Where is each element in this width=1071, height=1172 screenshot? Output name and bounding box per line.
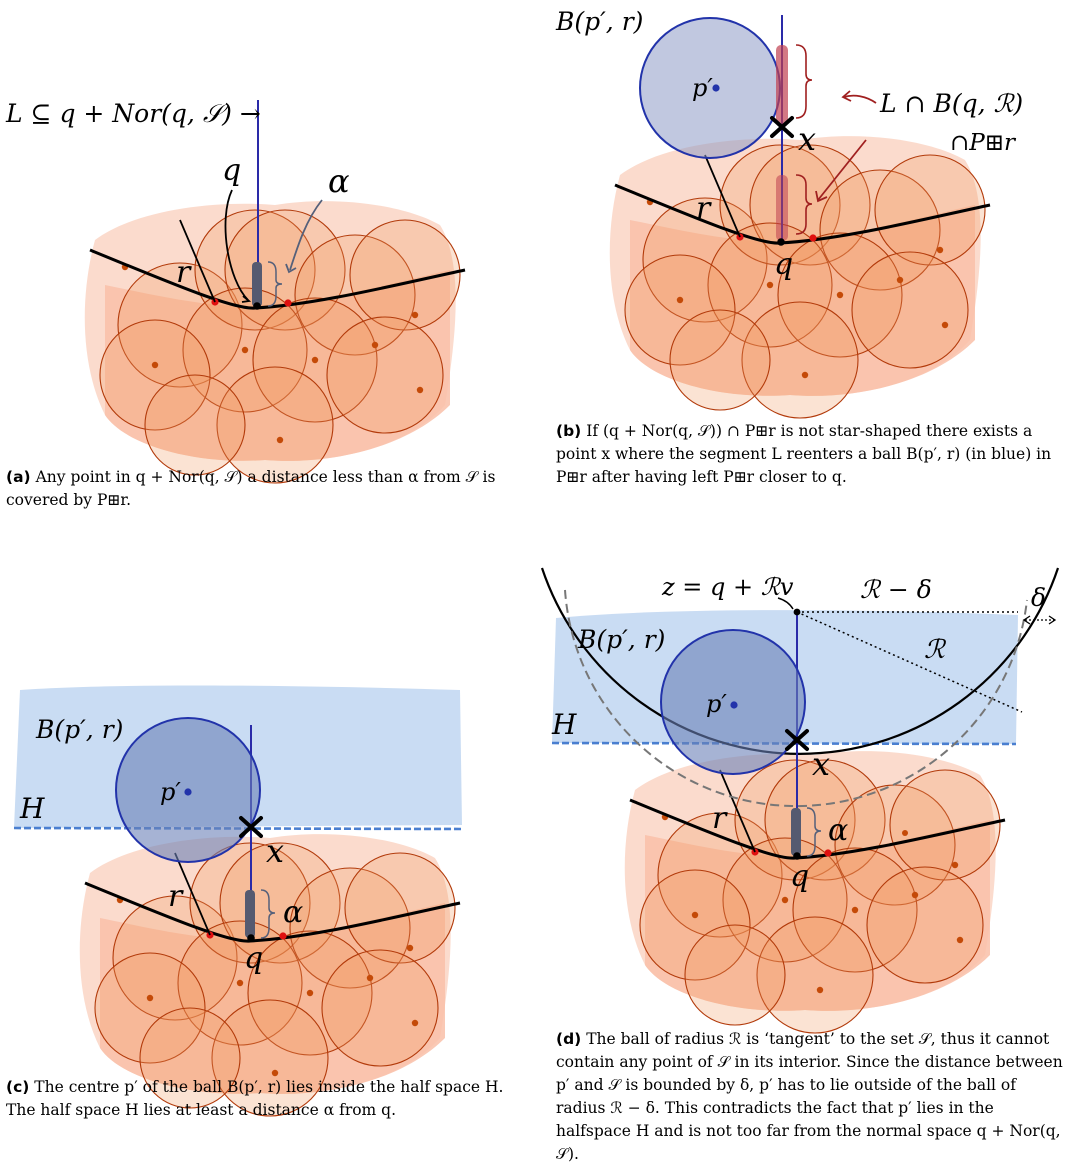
caption-b-text: If (q + Nor(q, 𝒮)) ∩ P⊞r is not star-sha…	[556, 422, 1052, 486]
brace-a	[267, 261, 283, 307]
r-label-c: r	[168, 879, 184, 914]
q-label-d: q	[790, 859, 809, 894]
caption-a-tag: (a)	[6, 468, 31, 486]
q-label-c: q	[244, 941, 263, 976]
ball-R	[540, 567, 1060, 755]
delta-label-d: δ	[1031, 583, 1046, 612]
alpha-label-a: α	[328, 162, 350, 200]
alpha-label-c: α	[283, 895, 303, 930]
caption-d-tag: (d)	[556, 1030, 582, 1048]
panel-b	[608, 15, 992, 420]
caption-c-text: The centre p′ of the ball B(p′, r) lies …	[6, 1078, 504, 1119]
x-label-b: x	[798, 120, 816, 158]
R-minus-delta-label-d: ℛ − δ	[860, 575, 932, 604]
p-prime-label-d: p′	[706, 690, 727, 718]
alpha-label-d: α	[828, 813, 848, 848]
p-prime-label-c: p′	[160, 778, 181, 806]
z-label-d: z = q + ℛv	[661, 573, 794, 601]
q-label-a: q	[222, 153, 241, 188]
segment-upper-b	[776, 45, 788, 127]
p-prime-label-b: p′	[692, 74, 713, 102]
H-label-d: H	[551, 708, 577, 741]
caption-a: (a) Any point in q + Nor(q, 𝒮) a distanc…	[6, 466, 506, 512]
q-label-b: q	[774, 247, 793, 282]
caption-d: (d) The ball of radius ℛ is ‘tangent’ to…	[556, 1028, 1064, 1166]
r-label-d: r	[712, 801, 728, 836]
r-label-b: r	[696, 191, 712, 226]
caption-a-text: Any point in q + Nor(q, 𝒮) a distance le…	[6, 468, 496, 509]
ball-label-c: B(p′, r)	[35, 715, 123, 744]
normal-space-label: L ⊆ q + Nor(q, 𝒮) →	[5, 99, 261, 128]
x-label-d: x	[812, 745, 830, 783]
x-mark-b	[770, 116, 794, 138]
caption-b-tag: (b)	[556, 422, 582, 440]
intersect-label-1: L ∩ B(q, ℛ)	[879, 89, 1023, 118]
caption-d-text: The ball of radius ℛ is ‘tangent’ to the…	[556, 1030, 1063, 1163]
ball-label-d: B(p′, r)	[577, 625, 665, 654]
ball-label-b: B(p′, r)	[555, 7, 643, 36]
panel-c	[13, 685, 463, 1118]
H-label-c: H	[19, 792, 45, 825]
caption-c: (c) The centre p′ of the ball B(p′, r) l…	[6, 1076, 506, 1122]
R-label-d: ℛ	[924, 635, 947, 665]
x-label-c: x	[266, 832, 284, 870]
panel-d	[540, 567, 1060, 1035]
segment-alpha-a	[252, 262, 262, 307]
caption-c-tag: (c)	[6, 1078, 30, 1096]
ball-R-minus-delta	[564, 589, 1028, 808]
panel-a	[83, 100, 467, 485]
x-mark-c	[239, 816, 263, 838]
intersect-label-2: ∩P⊞r	[950, 130, 1017, 156]
caption-b: (b) If (q + Nor(q, 𝒮)) ∩ P⊞r is not star…	[556, 420, 1064, 489]
r-label-a: r	[176, 255, 192, 290]
segment-lower-b	[776, 175, 788, 241]
